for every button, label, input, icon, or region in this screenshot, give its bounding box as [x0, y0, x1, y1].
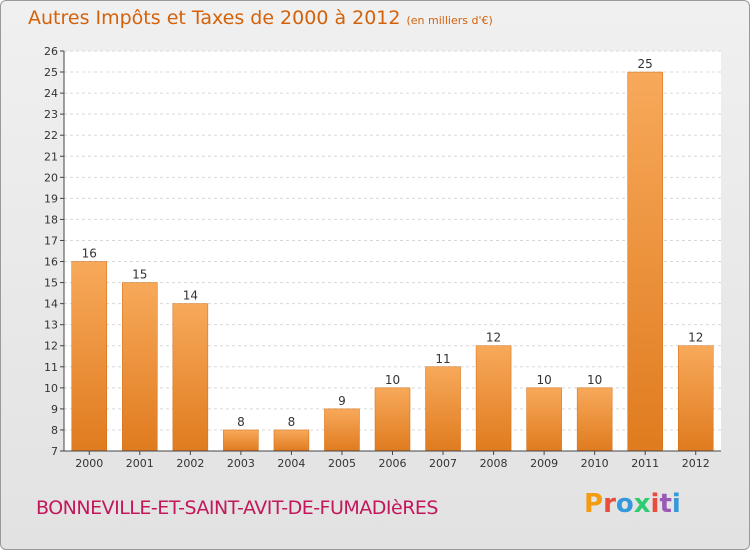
value-label-2004: 8	[288, 415, 296, 429]
chart-unit: (en milliers d'€)	[406, 14, 493, 27]
y-tick-label: 8	[51, 424, 58, 437]
x-tick-label-2011: 2011	[631, 457, 659, 470]
x-tick-label-2004: 2004	[277, 457, 305, 470]
logo-letter: r	[603, 489, 616, 519]
x-tick-label-2003: 2003	[227, 457, 255, 470]
bar-2010	[576, 387, 613, 452]
y-tick-label: 12	[44, 340, 58, 353]
y-tick-label: 15	[44, 277, 58, 290]
bar-2004	[273, 429, 310, 452]
y-tick-label: 16	[44, 256, 58, 269]
y-tick-label: 26	[44, 45, 58, 58]
y-tick-label: 24	[44, 87, 58, 100]
x-tick-label-2000: 2000	[75, 457, 103, 470]
logo-letter: o	[615, 489, 634, 519]
value-label-2001: 15	[132, 268, 147, 282]
x-tick-label-2012: 2012	[682, 457, 710, 470]
y-tick-label: 17	[44, 234, 58, 247]
y-tick-label: 18	[44, 213, 58, 226]
logo-letter: x	[633, 489, 651, 519]
x-tick-label-2006: 2006	[379, 457, 407, 470]
logo-letter: P	[584, 489, 604, 519]
logo-letter: i	[671, 489, 681, 519]
x-tick-label-2008: 2008	[480, 457, 508, 470]
y-tick-label: 13	[44, 319, 58, 332]
x-tick-label-2002: 2002	[176, 457, 204, 470]
value-label-2008: 12	[486, 331, 501, 345]
bar-2012	[677, 345, 714, 452]
x-tick-label-2009: 2009	[530, 457, 558, 470]
value-label-2011: 25	[638, 57, 653, 71]
value-label-2003: 8	[237, 415, 245, 429]
bar-2005	[324, 408, 360, 452]
chart-title-text: Autres Impôts et Taxes de 2000 à 2012	[28, 7, 401, 29]
bar-2003	[223, 429, 259, 452]
value-label-2000: 16	[82, 247, 97, 261]
y-tick-label: 7	[51, 445, 58, 458]
bar-2006	[374, 387, 411, 452]
bar-2007	[425, 366, 461, 452]
value-label-2002: 14	[183, 289, 198, 303]
x-tick-label-2007: 2007	[429, 457, 457, 470]
y-tick-label: 23	[44, 108, 58, 121]
value-label-2005: 9	[338, 394, 346, 408]
y-tick-label: 21	[44, 150, 58, 163]
y-tick-label: 20	[44, 171, 58, 184]
logo-letter: t	[659, 489, 672, 519]
y-tick-label: 9	[51, 403, 58, 416]
proxiti-logo[interactable]: Proxiti	[584, 489, 681, 519]
bar-2008	[475, 345, 512, 452]
bar-2011	[627, 71, 663, 452]
logo-letter: i	[650, 489, 660, 519]
bar-2009	[526, 387, 562, 452]
y-tick-label: 19	[44, 192, 58, 205]
x-tick-label-2010: 2010	[581, 457, 609, 470]
y-tick-label: 10	[44, 382, 58, 395]
y-tick-label: 11	[44, 361, 58, 374]
bar-2002	[172, 303, 209, 452]
y-tick-label: 14	[44, 298, 58, 311]
commune-name: BONNEVILLE-ET-SAINT-AVIT-DE-FUMADIèRES	[36, 497, 438, 519]
value-label-2010: 10	[587, 373, 602, 387]
y-tick-label: 25	[44, 66, 58, 79]
value-label-2007: 11	[435, 352, 450, 366]
bar-2000	[71, 261, 108, 452]
x-tick-label-2005: 2005	[328, 457, 356, 470]
y-tick-label: 22	[44, 129, 58, 142]
x-tick-label-2001: 2001	[126, 457, 154, 470]
bar-2001	[122, 282, 158, 452]
chart-title: Autres Impôts et Taxes de 2000 à 2012 (en…	[28, 7, 493, 29]
value-label-2009: 10	[536, 373, 551, 387]
value-label-2012: 12	[688, 331, 703, 345]
value-label-2006: 10	[385, 373, 400, 387]
